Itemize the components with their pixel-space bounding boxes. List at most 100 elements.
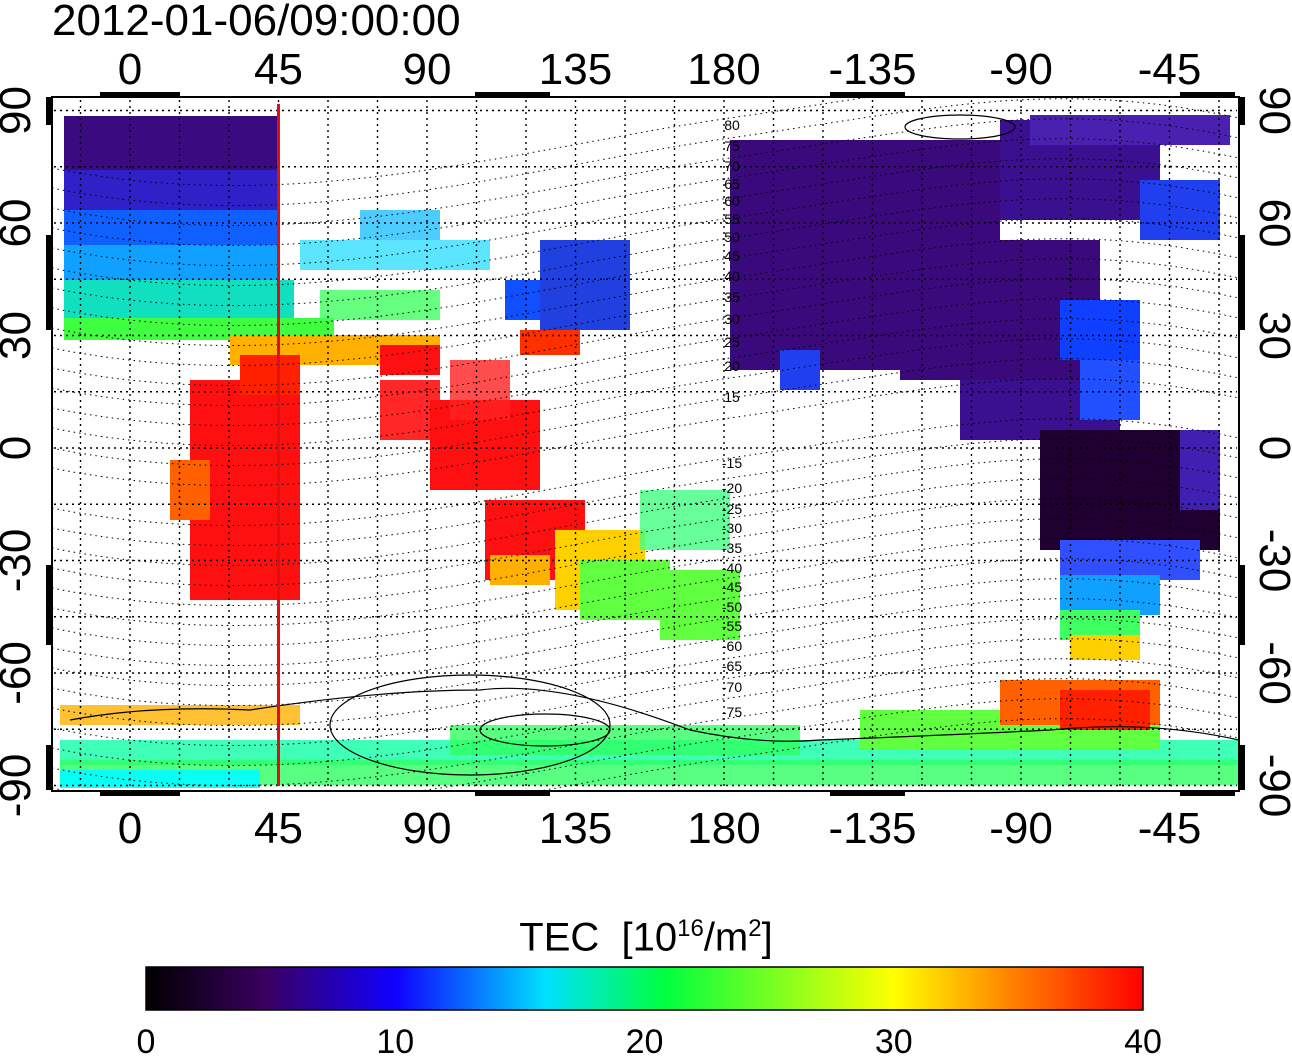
contour-label: -70	[722, 679, 742, 695]
lon-tick-label: -90	[989, 804, 1053, 853]
contour-label: -55	[722, 618, 742, 634]
lon-tick-label: 0	[118, 45, 142, 94]
contour-line	[52, 178, 1239, 286]
contour-label: 40	[724, 268, 740, 284]
lat-tick-label: 60	[0, 199, 40, 248]
contour-label: -20	[722, 480, 742, 496]
contour-line	[52, 138, 1239, 246]
contour-line	[52, 378, 1239, 486]
colorbar-unit-post: ]	[761, 915, 773, 960]
colorbar-tick-label: 30	[875, 1023, 913, 1057]
contour-label: 75	[724, 138, 740, 154]
lat-tick-label: 90	[0, 86, 40, 135]
frame-bar-left	[46, 235, 52, 330]
contour-label: 25	[724, 334, 740, 350]
contour-line	[52, 258, 1239, 366]
lon-tick-label: 0	[118, 804, 142, 853]
colorbar-tick-label: 10	[376, 1023, 414, 1057]
lon-tick-label: 180	[687, 804, 760, 853]
plot-frame	[51, 96, 1240, 792]
lat-tick-label: -60	[1250, 641, 1292, 705]
contour-label: 15	[724, 389, 740, 405]
colorbar-unit-exp: 16	[677, 915, 704, 942]
lon-tick-label: -45	[1138, 804, 1202, 853]
contour-line	[52, 298, 1239, 406]
contour-line	[52, 418, 1239, 526]
frame-bar-left	[46, 745, 52, 790]
colorbar-tick-label: 40	[1124, 1023, 1162, 1057]
timestamp-title: 2012-01-06/09:00:00	[52, 0, 461, 45]
lat-tick-label: 0	[0, 436, 40, 460]
lon-tick-label: 135	[539, 804, 612, 853]
contour-line	[52, 318, 1239, 426]
lon-tick-label: -135	[828, 45, 916, 94]
contour-label: 35	[724, 289, 740, 305]
lat-tick-label: -60	[0, 641, 40, 705]
colorbar-tick-label: 20	[626, 1023, 664, 1057]
lon-tick-labels-bottom: 0 45 90 135 180 -135 -90 -45	[118, 804, 1202, 853]
contour-line	[52, 458, 1239, 566]
lon-tick-label: 90	[403, 45, 452, 94]
frame-bar-top	[100, 92, 180, 98]
lat-tick-labels-left: 90 60 30 0 -30 -60 -90	[0, 86, 40, 817]
colorbar-tick-label: 0	[137, 1023, 156, 1057]
lon-tick-label: 180	[687, 45, 760, 94]
contour-line	[52, 518, 1239, 626]
lat-tick-labels-right: 90 60 30 0 -30 -60 -90	[1250, 86, 1292, 817]
contour-label: 60	[724, 193, 740, 209]
contour-line	[52, 618, 1239, 726]
contour-line	[52, 238, 1239, 346]
lat-tick-label: -90	[1250, 754, 1292, 818]
contour-label: -25	[722, 501, 742, 517]
contour-label: 55	[724, 211, 740, 227]
contour-line	[52, 638, 1239, 746]
colorbar-unit-mid: /m	[703, 915, 749, 960]
colorbar-tick-labels: 0 10 20 30 40	[137, 1023, 1162, 1057]
contour-label: -50	[722, 599, 742, 615]
colorbar	[145, 966, 1144, 1011]
frame-bar-top	[1180, 92, 1235, 98]
contour-line	[52, 498, 1239, 606]
frame-bar-top	[830, 92, 905, 98]
lon-tick-label: 45	[254, 804, 303, 853]
contour-label: 80	[724, 117, 740, 133]
contour-line	[52, 198, 1239, 306]
contour-line	[537, 718, 1239, 791]
contour-line	[52, 218, 1239, 326]
contour-line	[52, 578, 1239, 686]
contour-line	[52, 538, 1239, 646]
lon-tick-label: -135	[828, 804, 916, 853]
contour-label: -30	[722, 520, 742, 536]
contour-label: -15	[722, 455, 742, 471]
contour-label: 50	[724, 229, 740, 245]
frame-bar-bottom	[830, 790, 905, 796]
lon-tick-label: -90	[989, 45, 1053, 94]
frame-bar-right	[1239, 235, 1245, 330]
contour-line	[52, 598, 1239, 706]
contour-line	[52, 118, 1239, 226]
frame-bar-left	[46, 97, 52, 125]
frame-bar-right	[1239, 565, 1245, 645]
tec-data-layer	[60, 115, 1239, 788]
lon-tick-labels-top: 0 45 90 135 180 -135 -90 -45	[118, 45, 1202, 94]
contour-line	[52, 558, 1239, 666]
colorbar-title-main: TEC	[519, 915, 600, 960]
lat-tick-label: 60	[1250, 199, 1292, 248]
lon-tick-label: 45	[254, 45, 303, 94]
contour-line	[52, 678, 1239, 786]
lat-tick-label: 90	[1250, 86, 1292, 135]
contour-label: -65	[722, 658, 742, 674]
contour-line	[52, 98, 1239, 206]
frame-bar-left	[46, 565, 52, 645]
lat-tick-label: 30	[0, 311, 40, 360]
colorbar-unit-pre: [10	[621, 915, 678, 960]
lat-tick-label: 0	[1250, 436, 1292, 460]
contour-line	[52, 438, 1239, 546]
contour-label: -60	[722, 638, 742, 654]
colorbar-unit-exp2: 2	[748, 915, 762, 942]
contour-label: 45	[724, 248, 740, 264]
coastlines	[69, 114, 1239, 776]
